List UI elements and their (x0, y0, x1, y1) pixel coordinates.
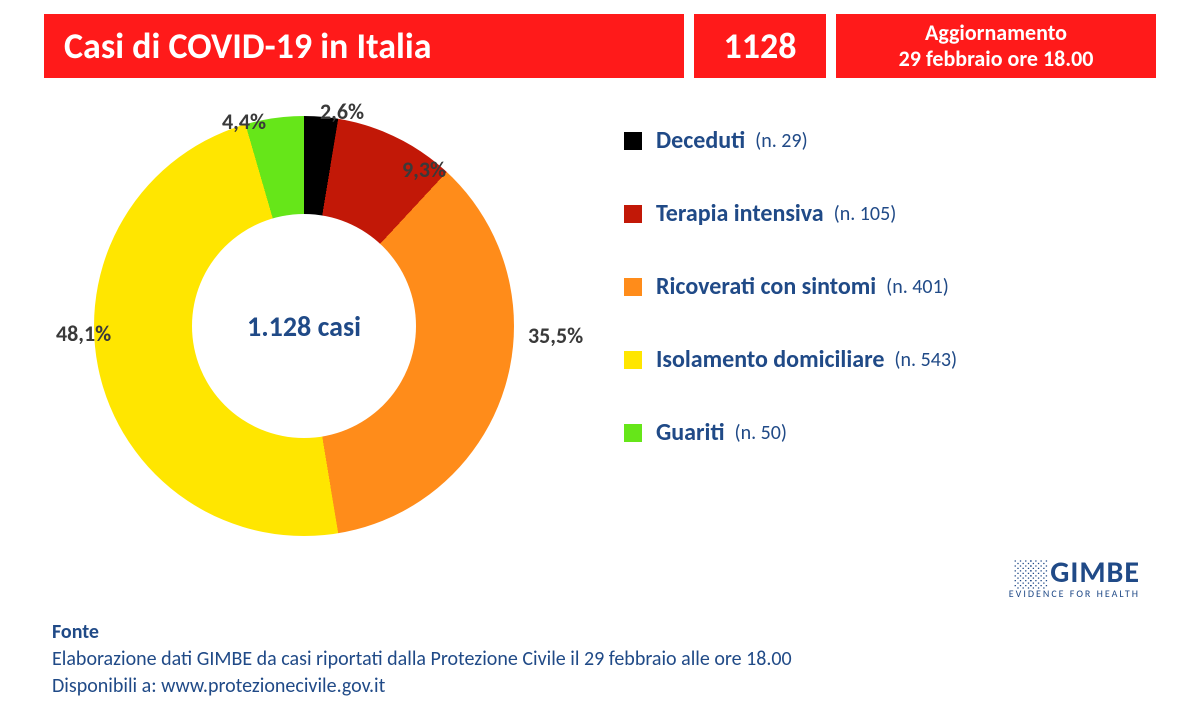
donut-chart: 1.128 casi 2,6% 9,3% 35,5% 48,1% 4,4% (44, 96, 624, 576)
main: 1.128 casi 2,6% 9,3% 35,5% 48,1% 4,4% Decedu… (44, 96, 1156, 576)
legend-count-isolamento: (n. 543) (894, 348, 957, 372)
legend-item-isolamento: Isolamento domiciliare (n. 543) (624, 345, 1156, 374)
legend-swatch-guariti (624, 424, 642, 442)
pct-label-guariti: 4,4% (222, 108, 266, 135)
header: Casi di COVID-19 in Italia 1128 Aggiorna… (44, 14, 1156, 78)
legend-swatch-deceduti (624, 132, 642, 150)
header-update-line1: Aggiornamento (925, 20, 1067, 46)
legend-item-deceduti: Deceduti (n. 29) (624, 126, 1156, 155)
donut-hole: 1.128 casi (192, 214, 416, 438)
header-update: Aggiornamento 29 febbraio ore 18.00 (836, 14, 1156, 78)
logo-tagline: EVIDENCE FOR HEALTH (1009, 587, 1140, 600)
legend-label-terapia: Terapia intensiva (656, 199, 824, 228)
donut-center-label: 1.128 casi (247, 309, 361, 344)
header-title: Casi di COVID-19 in Italia (44, 14, 684, 78)
gimbe-logo: GIMBE EVIDENCE FOR HEALTH (1009, 554, 1140, 600)
legend-label-guariti: Guariti (656, 418, 725, 447)
pct-label-ricoverati: 35,5% (528, 322, 583, 349)
legend-item-terapia: Terapia intensiva (n. 105) (624, 199, 1156, 228)
footer: Fonte Elaborazione dati GIMBE da casi ri… (52, 619, 792, 700)
legend-swatch-terapia (624, 205, 642, 223)
pct-label-deceduti: 2,6% (320, 98, 364, 125)
legend: Deceduti (n. 29) Terapia intensiva (n. 105)… (624, 96, 1156, 576)
legend-swatch-isolamento (624, 351, 642, 369)
legend-count-terapia: (n. 105) (834, 202, 897, 226)
logo-name: GIMBE (1009, 554, 1140, 591)
legend-label-isolamento: Isolamento domiciliare (656, 345, 884, 374)
legend-count-deceduti: (n. 29) (755, 129, 807, 153)
legend-swatch-ricoverati (624, 278, 642, 296)
footer-line2: Disponibili a: www.protezionecivile.gov.… (52, 673, 792, 700)
legend-item-ricoverati: Ricoverati con sintomi (n. 401) (624, 272, 1156, 301)
legend-count-guariti: (n. 50) (735, 421, 787, 445)
legend-label-ricoverati: Ricoverati con sintomi (656, 272, 876, 301)
pct-label-isolamento: 48,1% (56, 320, 111, 347)
header-update-line2: 29 febbraio ore 18.00 (899, 46, 1094, 72)
legend-count-ricoverati: (n. 401) (886, 275, 949, 299)
footer-line1: Elaborazione dati GIMBE da casi riportat… (52, 646, 792, 673)
pct-label-terapia: 9,3% (402, 156, 446, 183)
legend-label-deceduti: Deceduti (656, 126, 745, 155)
header-total: 1128 (694, 14, 826, 78)
legend-item-guariti: Guariti (n. 50) (624, 418, 1156, 447)
footer-heading: Fonte (52, 619, 792, 646)
